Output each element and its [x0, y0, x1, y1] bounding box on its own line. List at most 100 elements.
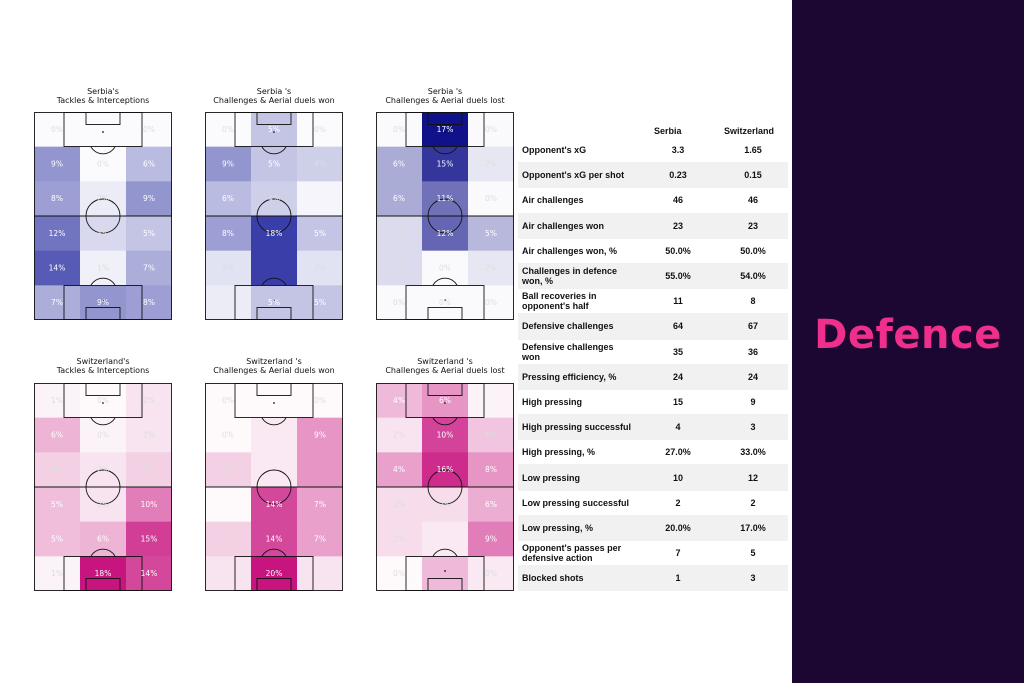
heatmap-cell	[205, 452, 252, 488]
heatmap-cell	[34, 487, 81, 523]
heatmap-cell	[251, 521, 298, 557]
heatmap-cell	[422, 521, 469, 557]
row-label: Low pressing, %	[522, 522, 594, 533]
bottom-six-yard-box	[427, 578, 463, 591]
heatmap-cell	[376, 383, 423, 419]
row-value-team1: 24	[672, 371, 683, 382]
cell-label: 8%	[485, 465, 497, 474]
row-value-team1: 35	[672, 346, 683, 357]
heatmap-cell	[126, 487, 173, 523]
cell-label: 6%	[97, 535, 109, 544]
cell-label: 0%	[143, 125, 155, 134]
table-row: Defensive challenges won 35 36	[518, 340, 788, 365]
cell-label: 18%	[266, 229, 283, 238]
heatmap-cell	[126, 181, 173, 217]
cell-label: 2%	[97, 194, 109, 203]
row-value-team2: 1.65	[744, 145, 762, 156]
pitch-svg: 0% 17% 0% 6% 15% 2% 6% 11% 0% 2% 12% 5% 2% 0% 2% 0% 0% 0%	[376, 112, 515, 321]
row-value-team1: 15	[672, 396, 683, 407]
cell-label: 4%	[485, 431, 497, 440]
row-value-team1: 4	[675, 422, 681, 433]
row-value-team2: 33.0%	[740, 447, 766, 458]
heatmap-cell	[126, 250, 173, 286]
heatmap-cell	[205, 250, 252, 286]
cell-label: 11%	[437, 194, 454, 203]
center-circle	[256, 198, 292, 234]
row-label: Blocked shots	[522, 573, 584, 584]
pitch-title-switzerland-tackles: Switzerland's Tackles & Interceptions	[56, 357, 150, 375]
center-circle	[85, 198, 121, 234]
heatmap-cell	[376, 521, 423, 557]
row-label: Air challenges	[522, 195, 584, 206]
cell-label: 5%	[268, 298, 280, 307]
row-value-team1: 20.0%	[665, 522, 691, 533]
heatmap-cell	[376, 181, 423, 217]
row-value-team2: 12	[747, 472, 758, 483]
cell-label: 10%	[437, 431, 454, 440]
heatmap-cell	[205, 146, 252, 182]
top-penalty-arc	[261, 417, 287, 426]
pitch-title-serbia-challenges-lost: Serbia 's Challenges & Aerial duels lost	[385, 87, 505, 105]
heatmap-cell	[468, 285, 515, 321]
team1-header: Serbia	[654, 126, 682, 136]
heatmap-cell	[376, 417, 423, 453]
table-row: Low pressing, % 20.0% 17.0%	[518, 515, 788, 541]
heatmap-cell	[205, 521, 252, 557]
cell-label: 0%	[222, 125, 234, 134]
stats-header: Serbia Switzerland	[518, 126, 788, 138]
cell-label: 2%	[439, 500, 451, 509]
pitch-svg: 1% 0% 2% 6% 0% 1% 4% 2% 3% 5% 2% 10% 5% 6% 15% 1% 18% 14%	[34, 383, 173, 592]
cell-label: 1%	[51, 569, 63, 578]
bottom-penalty-spot	[273, 299, 275, 301]
table-row: High pressing successful 4 3	[518, 415, 788, 441]
heatmap-cell	[297, 285, 344, 321]
cell-label: 5%	[485, 229, 497, 238]
cell-label: 0%	[97, 160, 109, 169]
cell-label: 4%	[314, 160, 326, 169]
heatmap-cell	[80, 112, 127, 148]
cell-label: 0%	[314, 125, 326, 134]
bottom-penalty-spot	[102, 570, 104, 572]
cell-label: 14%	[266, 500, 283, 509]
heatmap-cell	[468, 250, 515, 286]
cell-label: 18%	[95, 569, 112, 578]
heatmap-cell	[468, 216, 515, 252]
heatmap-cell	[422, 556, 469, 592]
cell-label: 4%	[268, 194, 280, 203]
heatmap-cell	[34, 112, 81, 148]
cell-label: 10%	[141, 500, 158, 509]
row-value-team1: 46	[672, 195, 683, 206]
bottom-penalty-spot	[444, 570, 446, 572]
heatmap-cell	[34, 383, 81, 419]
cell-label: 9%	[222, 160, 234, 169]
heatmap-cell	[251, 250, 298, 286]
top-penalty-arc	[432, 417, 458, 426]
cell-label: 6%	[439, 396, 451, 405]
table-row: Air challenges won, % 50.0% 50.0%	[518, 239, 788, 264]
heatmap-cell	[297, 181, 344, 217]
row-label: Ball recoveries in opponent's half	[522, 291, 597, 312]
top-penalty-arc	[432, 146, 458, 155]
team2-header: Switzerland	[724, 126, 775, 136]
cell-label: 2%	[222, 264, 234, 273]
cell-label: 5%	[314, 229, 326, 238]
section-title: Defence	[814, 312, 1002, 358]
cell-label: 6%	[143, 160, 155, 169]
cell-label: 2%	[393, 431, 405, 440]
row-value-team1: 64	[672, 321, 683, 332]
heatmap-cell	[422, 285, 469, 321]
row-label: Low pressing successful	[522, 497, 630, 508]
row-label: High pressing	[522, 396, 583, 407]
center-circle	[427, 198, 463, 234]
row-label: Opponent's xG per shot	[522, 170, 625, 181]
stats-table: Serbia Switzerland Opponent's xG 3.3 1.65 O…	[518, 126, 788, 592]
heatmap-cell	[80, 521, 127, 557]
cell-label: 0%	[485, 125, 497, 134]
row-value-team1: 23	[672, 220, 683, 231]
table-row: Opponent's xG 3.3 1.65	[518, 138, 788, 164]
row-label: High pressing successful	[522, 422, 632, 433]
bottom-penalty-spot	[102, 299, 104, 301]
row-value-team1: 7	[675, 548, 681, 559]
bottom-six-yard-box	[256, 578, 292, 591]
heatmap-cell	[468, 452, 515, 488]
